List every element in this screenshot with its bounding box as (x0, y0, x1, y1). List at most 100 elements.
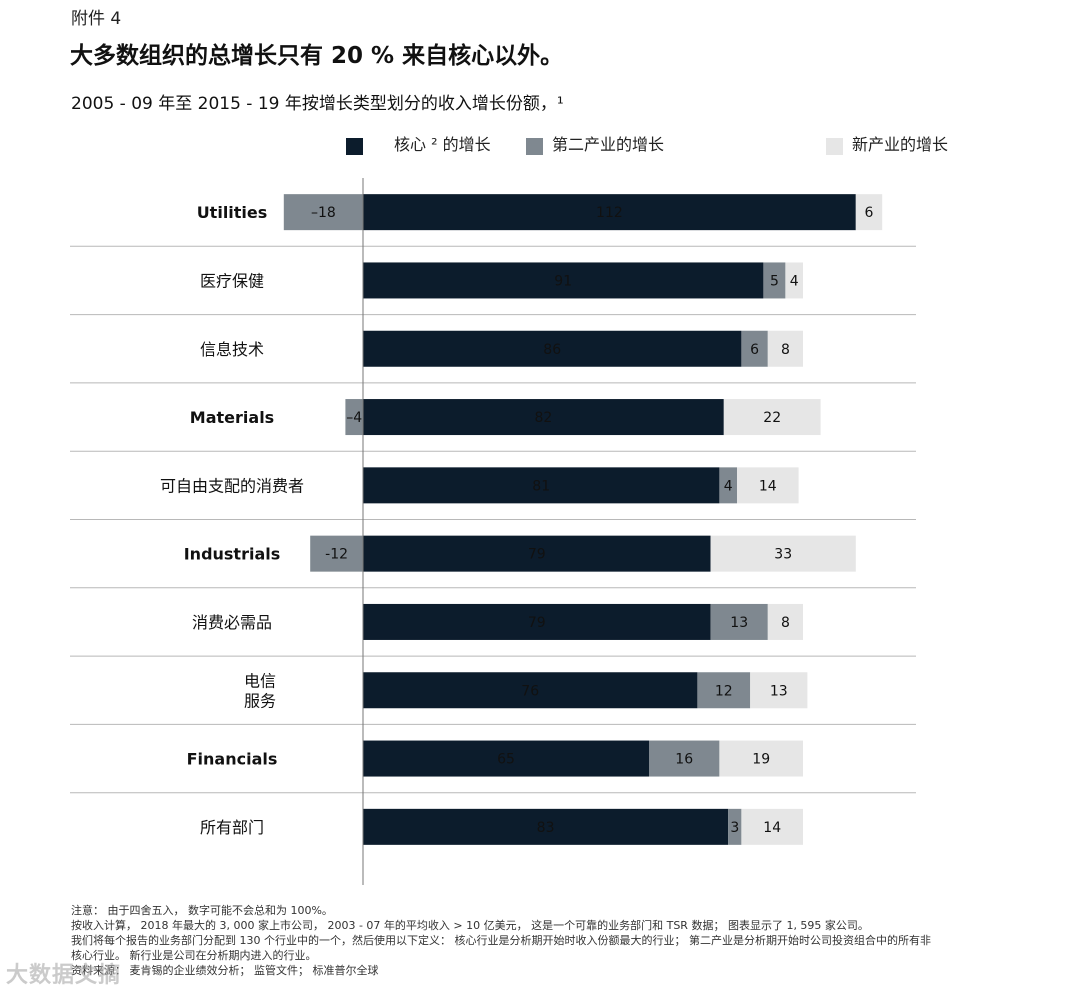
data-label-core: 112 (596, 205, 623, 221)
bar-segment-core (363, 740, 649, 777)
chart-title: 大多数组织的总增长只有 20 % 来自核心以外。 (70, 43, 564, 69)
category-label: Financials (187, 750, 278, 769)
bars: 112 –18 6 91 5 4 86 6 8 82 –4 22 81 4 14 79 -12 33 79 13 8 76… (283, 194, 883, 845)
bar-row-6: 79 13 8 (363, 603, 803, 640)
bar-segment-adjacent (310, 535, 363, 572)
data-label-core: 86 (543, 342, 561, 358)
bar-segment-adjacent (741, 330, 768, 367)
bar-segment-adjacent (763, 262, 786, 299)
bar-segment-core (363, 603, 711, 640)
bar-row-1: 91 5 4 (363, 262, 803, 299)
category-label: Utilities (197, 203, 268, 222)
legend: 核心 ² 的增长 第二产业的增长 新产业的增长 (346, 135, 948, 155)
bar-segment-adjacent (719, 467, 737, 504)
exhibit-number: 附件 4 (71, 9, 122, 29)
bar-row-5: 79 -12 33 (310, 535, 856, 572)
bar-row-7: 76 12 13 (363, 672, 808, 709)
legend-swatch-core (346, 138, 363, 155)
bar-segment-core (363, 262, 764, 299)
data-label-core: 91 (554, 273, 572, 289)
row-separators (70, 245, 916, 794)
bar-segment-new (785, 262, 803, 299)
category-label: 所有部门 (200, 818, 264, 837)
bar-segment-adjacent (283, 194, 363, 231)
bar-segment-new (737, 467, 799, 504)
bar-segment-core (363, 330, 742, 367)
data-label-new: 22 (763, 410, 781, 426)
category-label: 信息技术 (200, 340, 264, 359)
data-label-new: 19 (752, 752, 770, 768)
legend-swatch-new (826, 138, 843, 155)
data-label-core: 82 (534, 410, 552, 426)
category-label: 医疗保健 (200, 271, 264, 290)
category-label: 可自由支配的消费者 (160, 476, 304, 495)
data-label-adjacent: 16 (675, 752, 693, 768)
data-label-core: 65 (497, 752, 515, 768)
data-label-new: 4 (790, 273, 799, 289)
legend-swatch-adjacent (526, 138, 543, 155)
data-label-adjacent: –18 (311, 205, 336, 221)
data-label-adjacent: 6 (750, 342, 759, 358)
stacked-bar-chart: 核心 ² 的增长 第二产业的增长 新产业的增长 112 –18 6 91 5 4 86 6 8 82 –… (70, 135, 948, 885)
bar-segment-core (363, 467, 720, 504)
data-label-core: 81 (532, 478, 550, 494)
bar-segment-core (363, 535, 711, 572)
bar-segment-core (363, 672, 698, 709)
footnote-2a: 我们将每个报告的业务部门分配到 130 个行业中的一个，然后使用以下定义： 核心… (71, 934, 931, 947)
footnote-source: 资料来源： 麦肯锡的企业绩效分析； 监管文件； 标准普尔全球 (71, 964, 379, 977)
data-label-new: 14 (759, 478, 777, 494)
data-label-adjacent: -12 (325, 547, 348, 563)
bar-segment-core (363, 399, 724, 436)
legend-label-adjacent: 第二产业的增长 (552, 135, 664, 154)
bar-row-3: 82 –4 22 (345, 399, 821, 436)
bar-segment-new (855, 194, 883, 231)
data-label-new: 14 (763, 820, 781, 836)
data-label-adjacent: 3 (730, 820, 739, 836)
bar-segment-new (719, 740, 803, 777)
bar-segment-new (723, 399, 821, 436)
data-label-new: 13 (770, 683, 788, 699)
bar-row-0: 112 –18 6 (283, 194, 883, 231)
data-label-new: 33 (774, 547, 792, 563)
bar-segment-new (767, 603, 803, 640)
bar-segment-new (710, 535, 856, 572)
bar-row-2: 86 6 8 (363, 330, 803, 367)
category-label: Materials (190, 408, 274, 427)
bar-segment-adjacent (710, 603, 768, 640)
data-label-adjacent: –4 (346, 410, 362, 426)
data-label-core: 79 (528, 615, 546, 631)
data-label-new: 8 (781, 342, 790, 358)
bar-segment-new (750, 672, 808, 709)
bar-segment-adjacent (697, 672, 751, 709)
bar-segment-new (741, 808, 803, 845)
bar-segment-core (363, 808, 729, 845)
chart-subtitle: 2005 - 09 年至 2015 - 19 年按增长类型划分的收入增长份额，¹ (71, 94, 564, 114)
data-label-new: 8 (781, 615, 790, 631)
data-label-adjacent: 13 (730, 615, 748, 631)
bar-segment-new (767, 330, 803, 367)
bar-row-4: 81 4 14 (363, 467, 799, 504)
legend-label-new: 新产业的增长 (852, 135, 948, 154)
data-label-adjacent: 12 (715, 683, 733, 699)
bar-row-9: 83 3 14 (363, 808, 803, 845)
category-label: 消费必需品 (192, 613, 272, 632)
data-label-new: 6 (865, 205, 874, 221)
bar-segment-adjacent (345, 399, 363, 436)
footnote-note: 注意： 由于四舍五入， 数字可能不会总和为 100%。 (71, 904, 333, 917)
footnote-1: 按收入计算， 2018 年最大的 3, 000 家上市公司， 2003 - 07… (71, 919, 869, 932)
category-label: Industrials (184, 545, 281, 564)
data-label-adjacent: 4 (724, 478, 733, 494)
bar-row-8: 65 16 19 (363, 740, 803, 777)
bar-segment-adjacent (728, 808, 742, 845)
data-label-core: 76 (521, 683, 539, 699)
data-label-core: 83 (537, 820, 555, 836)
watermark-logo: 大数据文摘 (6, 963, 122, 988)
bar-segment-core (363, 194, 856, 231)
bar-segment-adjacent (649, 740, 720, 777)
legend-label-core: 核心 ² 的增长 (394, 135, 491, 154)
footnote-2b: 核心行业。 新行业是公司在分析期内进入的行业。 (71, 949, 317, 962)
footnotes: 注意： 由于四舍五入， 数字可能不会总和为 100%。 按收入计算， 2018 … (71, 903, 1051, 978)
category-label: 电信服务 (244, 671, 276, 710)
data-label-core: 79 (528, 547, 546, 563)
